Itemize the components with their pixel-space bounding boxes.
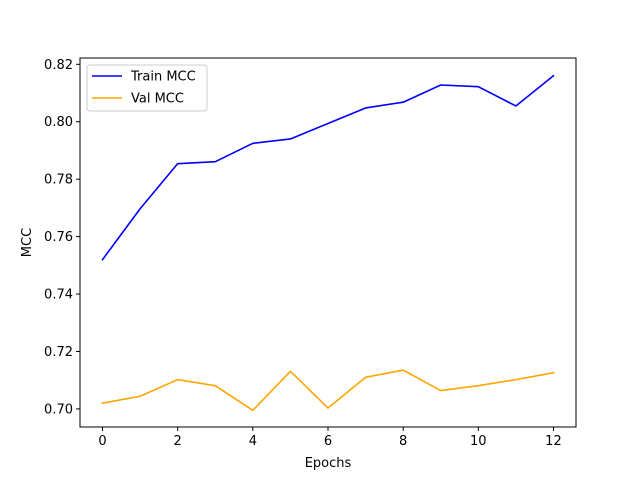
y-tick-label: 0.74 — [44, 288, 73, 303]
x-tick-label: 6 — [324, 434, 332, 449]
legend: Train MCC Val MCC — [86, 64, 208, 112]
y-tick-label: 0.76 — [44, 230, 73, 245]
series-layer — [101, 74, 555, 412]
x-tick-label: 12 — [545, 434, 562, 449]
y-tick-label: 0.72 — [44, 345, 73, 360]
x-tick-label: 2 — [174, 434, 182, 449]
x-axis-label: Epochs — [305, 456, 352, 471]
series-line-val-mcc — [101, 369, 555, 412]
x-axis: 0 2 4 6 8 10 12 — [98, 427, 562, 449]
x-tick-label: 0 — [98, 434, 106, 449]
series-line-train-mcc — [101, 74, 555, 261]
x-tick-label: 8 — [399, 434, 407, 449]
y-tick-label: 0.80 — [44, 115, 73, 130]
y-axis: 0.70 0.72 0.74 0.76 0.78 0.80 0.82 — [44, 58, 80, 417]
y-axis-label: MCC — [20, 228, 35, 257]
y-tick-label: 0.78 — [44, 173, 73, 188]
x-tick-label: 10 — [470, 434, 487, 449]
y-tick-label: 0.82 — [44, 58, 73, 73]
legend-label-val-mcc: Val MCC — [131, 92, 184, 107]
x-tick-label: 4 — [249, 434, 257, 449]
legend-label-train-mcc: Train MCC — [130, 70, 196, 85]
y-tick-label: 0.70 — [44, 402, 73, 417]
